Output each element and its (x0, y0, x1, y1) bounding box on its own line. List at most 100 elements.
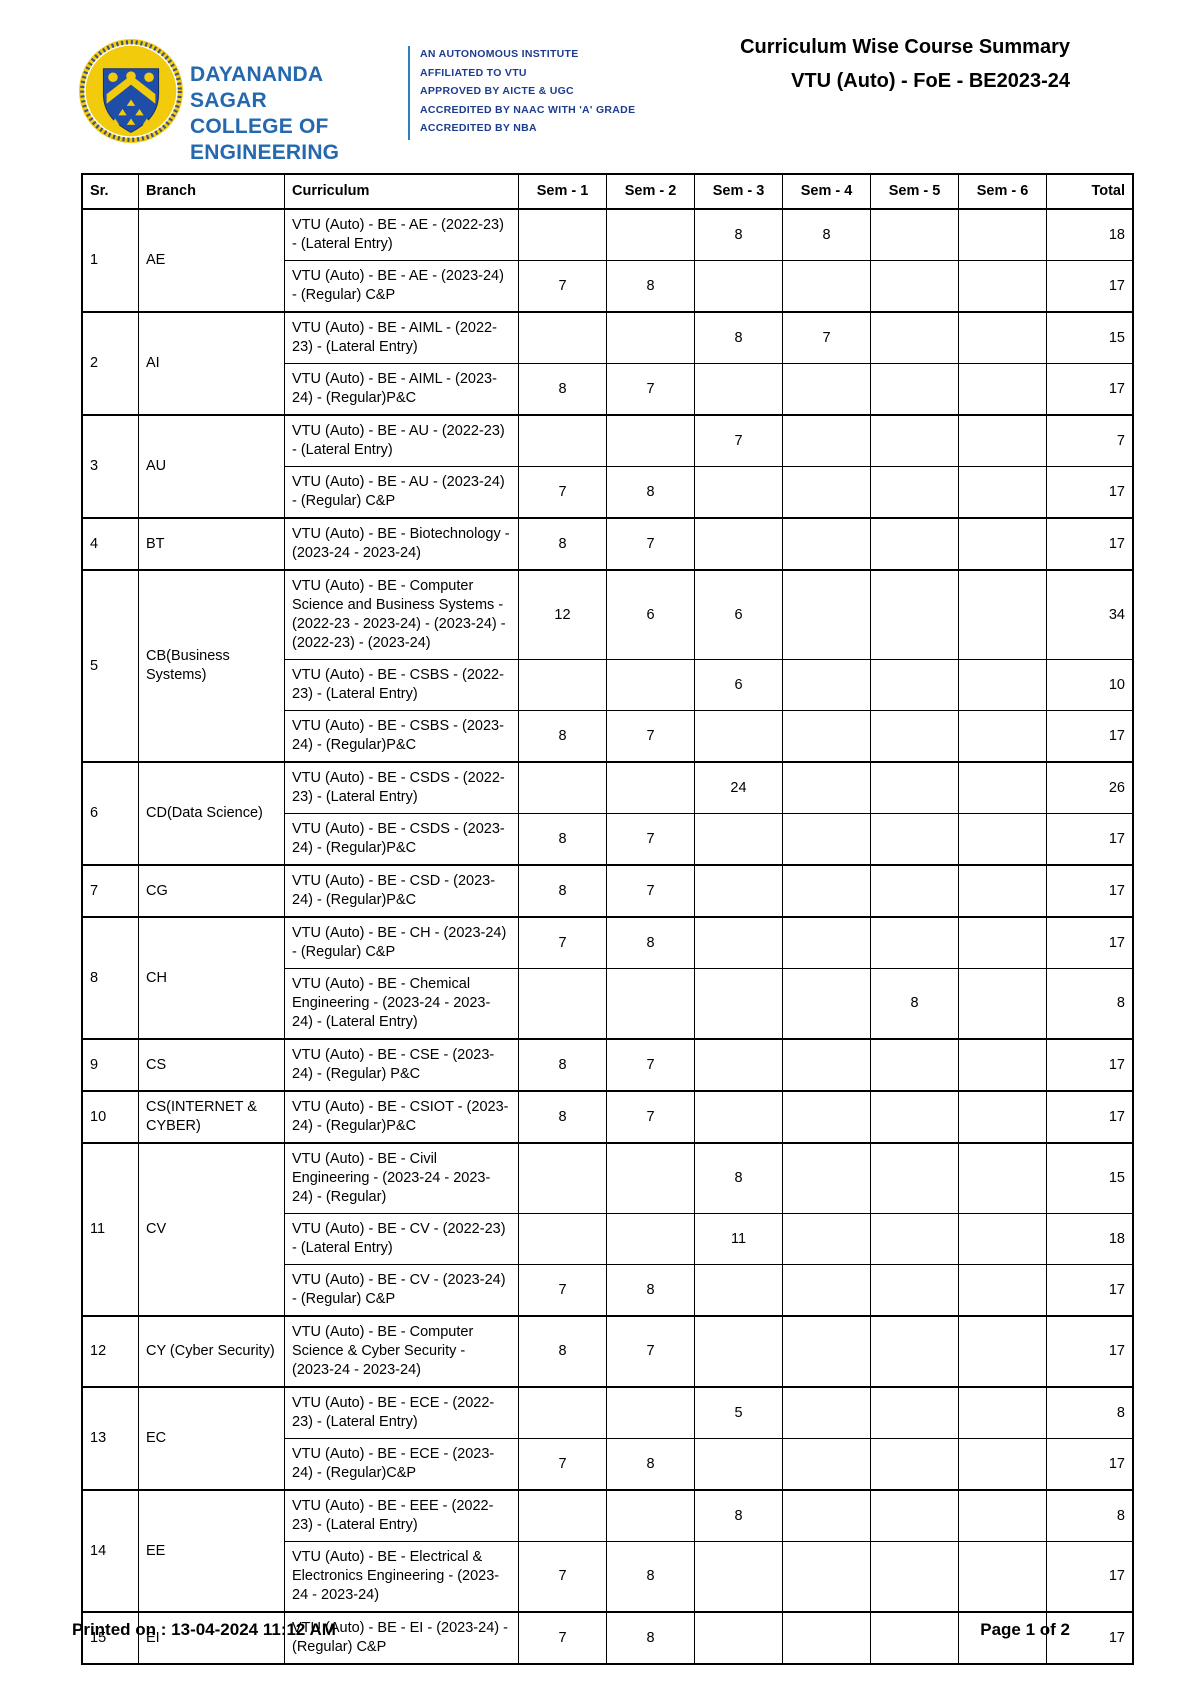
table-head: Sr. Branch Curriculum Sem - 1 Sem - 2 Sem - 3… (81, 173, 1134, 210)
sem-count-cell: 7 (606, 1090, 695, 1144)
sem-count-cell (782, 1386, 871, 1439)
sem-count-cell (870, 1264, 959, 1317)
sem-count-cell (782, 916, 871, 969)
sem-count-cell: 8 (606, 1438, 695, 1491)
total-cell: 18 (1046, 1213, 1134, 1265)
column-header: Sem - 6 (958, 173, 1047, 210)
curriculum-cell: VTU (Auto) - BE - CSIOT - (2023-24) - (R… (284, 1090, 519, 1144)
sem-count-cell (782, 710, 871, 763)
sem-count-cell (606, 761, 695, 814)
sem-count-cell: 7 (518, 1264, 607, 1317)
sem-count-cell (782, 1038, 871, 1092)
branch-cell: AE (138, 208, 285, 313)
sem-count-cell (870, 916, 959, 969)
sem-count-cell (694, 466, 783, 519)
sr-cell: 3 (81, 414, 139, 519)
accreditation-line: ACCREDITED BY NBA (420, 122, 537, 134)
column-header: Sem - 1 (518, 173, 607, 210)
curriculum-cell: VTU (Auto) - BE - CH - (2023-24) - (Regu… (284, 916, 519, 969)
sem-count-cell: 8 (694, 311, 783, 364)
sr-cell: 10 (81, 1090, 139, 1144)
sem-count-cell (958, 916, 1047, 969)
branch-cell: CV (138, 1142, 285, 1317)
sem-count-cell (518, 311, 607, 364)
page-number-label: Page 1 of 2 (980, 1620, 1070, 1639)
table-row: 11 CV VTU (Auto) - BE - Civil Engineering … (81, 1142, 1134, 1317)
branch-cell: EC (138, 1386, 285, 1491)
sem-count-cell: 7 (606, 1315, 695, 1388)
total-cell: 17 (1046, 260, 1134, 313)
total-cell: 17 (1046, 1438, 1134, 1491)
sem-count-cell (782, 569, 871, 660)
sem-count-cell (518, 1213, 607, 1265)
sem-count-cell: 8 (518, 1090, 607, 1144)
sem-count-cell (958, 864, 1047, 918)
curriculum-cell: VTU (Auto) - BE - ECE - (2023-24) - (Reg… (284, 1438, 519, 1491)
branch-cell: CG (138, 864, 285, 918)
sem-count-cell: 7 (518, 1541, 607, 1613)
sr-cell: 14 (81, 1489, 139, 1613)
sem-count-cell: 6 (606, 569, 695, 660)
sem-count-cell (782, 1315, 871, 1388)
sem-count-cell (958, 1264, 1047, 1317)
sr-cell: 13 (81, 1386, 139, 1491)
sem-count-cell (694, 260, 783, 313)
sem-count-cell (782, 1438, 871, 1491)
table-row: 9 CS VTU (Auto) - BE - CSE - (2023-24) - (… (81, 1038, 1134, 1092)
curriculum-cell: VTU (Auto) - BE - ECE - (2022-23) - (Lat… (284, 1386, 519, 1439)
sem-count-cell: 8 (606, 1541, 695, 1613)
sem-count-cell: 7 (606, 813, 695, 866)
sem-count-cell: 8 (606, 916, 695, 969)
report-title: Curriculum Wise Course Summary (740, 36, 1070, 58)
column-header: Sem - 2 (606, 173, 695, 210)
curriculum-cell: VTU (Auto) - BE - AE - (2022-23) - (Late… (284, 208, 519, 261)
sem-count-cell: 8 (518, 517, 607, 571)
sem-count-cell (518, 1142, 607, 1214)
sem-count-cell (958, 363, 1047, 416)
sem-count-cell (782, 1611, 871, 1665)
sem-count-cell (958, 710, 1047, 763)
sem-count-cell (958, 1386, 1047, 1439)
table-row: 6 CD(Data Science) VTU (Auto) - BE - CSDS … (81, 761, 1134, 866)
sem-count-cell: 7 (782, 311, 871, 364)
sem-count-cell (694, 517, 783, 571)
sem-count-cell (694, 363, 783, 416)
sem-count-cell: 8 (782, 208, 871, 261)
sem-count-cell (958, 1541, 1047, 1613)
branch-cell: AU (138, 414, 285, 519)
curriculum-cell: VTU (Auto) - BE - EEE - (2022-23) - (Lat… (284, 1489, 519, 1542)
sem-count-cell (870, 864, 959, 918)
sem-count-cell (694, 1315, 783, 1388)
sem-count-cell (694, 710, 783, 763)
column-header: Sr. (81, 173, 139, 210)
table-row: 8 CH VTU (Auto) - BE - CH - (2023-24) - (R… (81, 916, 1134, 1040)
total-cell: 17 (1046, 916, 1134, 969)
total-cell: 26 (1046, 761, 1134, 814)
sem-count-cell (518, 761, 607, 814)
sem-count-cell (958, 414, 1047, 467)
sem-count-cell (782, 1090, 871, 1144)
document-footer: Printed on : 13-04-2024 11:12 AM Page 1 … (72, 1620, 1070, 1640)
table-row: 10 CS(INTERNET & CYBER) VTU (Auto) - BE - … (81, 1090, 1134, 1144)
sem-count-cell (518, 968, 607, 1040)
table-row: VTU (Auto) - BE - Chemical Engineering -… (82, 968, 1134, 1040)
sem-count-cell (694, 1611, 783, 1665)
total-cell: 15 (1046, 1142, 1134, 1214)
sem-count-cell (782, 1489, 871, 1542)
sem-count-cell (782, 761, 871, 814)
curriculum-cell: VTU (Auto) - BE - CSDS - (2022-23) - (La… (284, 761, 519, 814)
branch-cell: CB(Business Systems) (138, 569, 285, 763)
branch-cell: BT (138, 517, 285, 571)
header-divider (408, 46, 410, 140)
sr-cell: 1 (81, 208, 139, 313)
sem-count-cell: 8 (518, 813, 607, 866)
table-row: VTU (Auto) - BE - CSBS - (2022-23) - (La… (82, 659, 1134, 711)
branch-cell: EI (138, 1611, 285, 1665)
table-row: 1 AE VTU (Auto) - BE - AE - (2022-23) - (L… (81, 208, 1134, 313)
sem-count-cell (958, 260, 1047, 313)
sem-count-cell: 5 (694, 1386, 783, 1439)
curriculum-cell: VTU (Auto) - BE - AU - (2022-23) - (Late… (284, 414, 519, 467)
column-header: Branch (138, 173, 285, 210)
sem-count-cell (958, 968, 1047, 1040)
sem-count-cell: 8 (518, 710, 607, 763)
